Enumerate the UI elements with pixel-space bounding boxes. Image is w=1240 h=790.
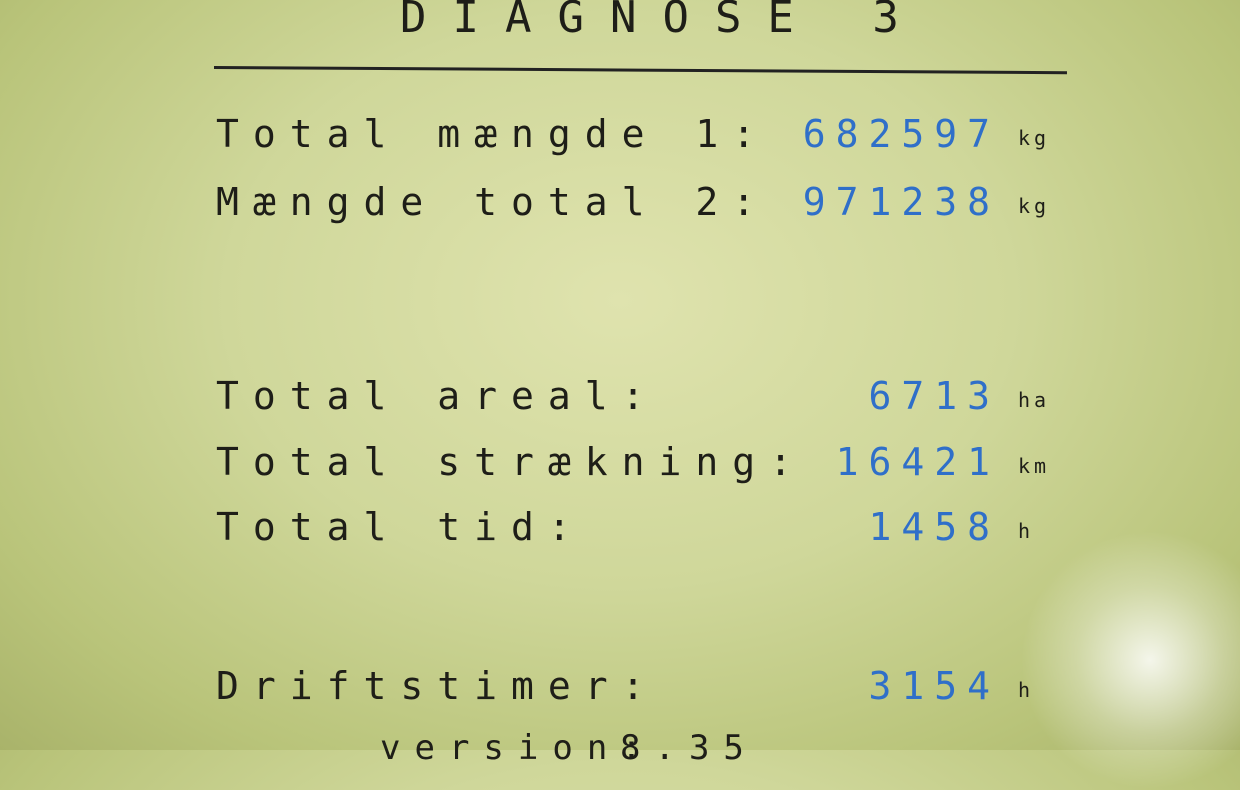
- version-value: 8.35: [620, 728, 758, 768]
- row-total-area: Total areal: 6713 ha: [216, 374, 1066, 424]
- row-total-quantity-2: Mængde total 2: 971238 kg: [216, 180, 1066, 230]
- row-unit: h: [1018, 519, 1035, 543]
- row-unit: kg: [1018, 126, 1051, 150]
- row-value: 1458: [868, 505, 1000, 549]
- row-value: 16421: [835, 440, 1000, 484]
- row-label: Driftstimer:: [216, 664, 659, 708]
- row-value: 3154: [868, 664, 1000, 708]
- row-label: Total mængde 1:: [216, 112, 770, 156]
- row-value: 682597: [802, 112, 1000, 156]
- title-divider: [213, 66, 1067, 75]
- row-label: Mængde total 2:: [216, 180, 770, 224]
- version-label: version:: [380, 728, 656, 768]
- row-value: 971238: [802, 180, 1000, 224]
- row-total-quantity-1: Total mængde 1: 682597 kg: [216, 112, 1066, 162]
- row-label: Total areal:: [216, 374, 659, 418]
- row-operating-hours: Driftstimer: 3154 h: [216, 664, 1066, 714]
- row-unit: h: [1018, 678, 1035, 702]
- row-unit: km: [1018, 454, 1051, 478]
- row-label: Total tid:: [216, 505, 585, 549]
- row-value: 6713: [868, 374, 1000, 418]
- row-total-time: Total tid: 1458 h: [216, 505, 1066, 555]
- screen-glare: [1020, 530, 1240, 790]
- row-unit: ha: [1018, 388, 1051, 412]
- row-unit: kg: [1018, 194, 1051, 218]
- row-total-distance: Total strækning: 16421 km: [216, 440, 1066, 490]
- page-title: DIAGNOSE 3: [400, 0, 925, 43]
- row-label: Total strækning:: [216, 440, 807, 484]
